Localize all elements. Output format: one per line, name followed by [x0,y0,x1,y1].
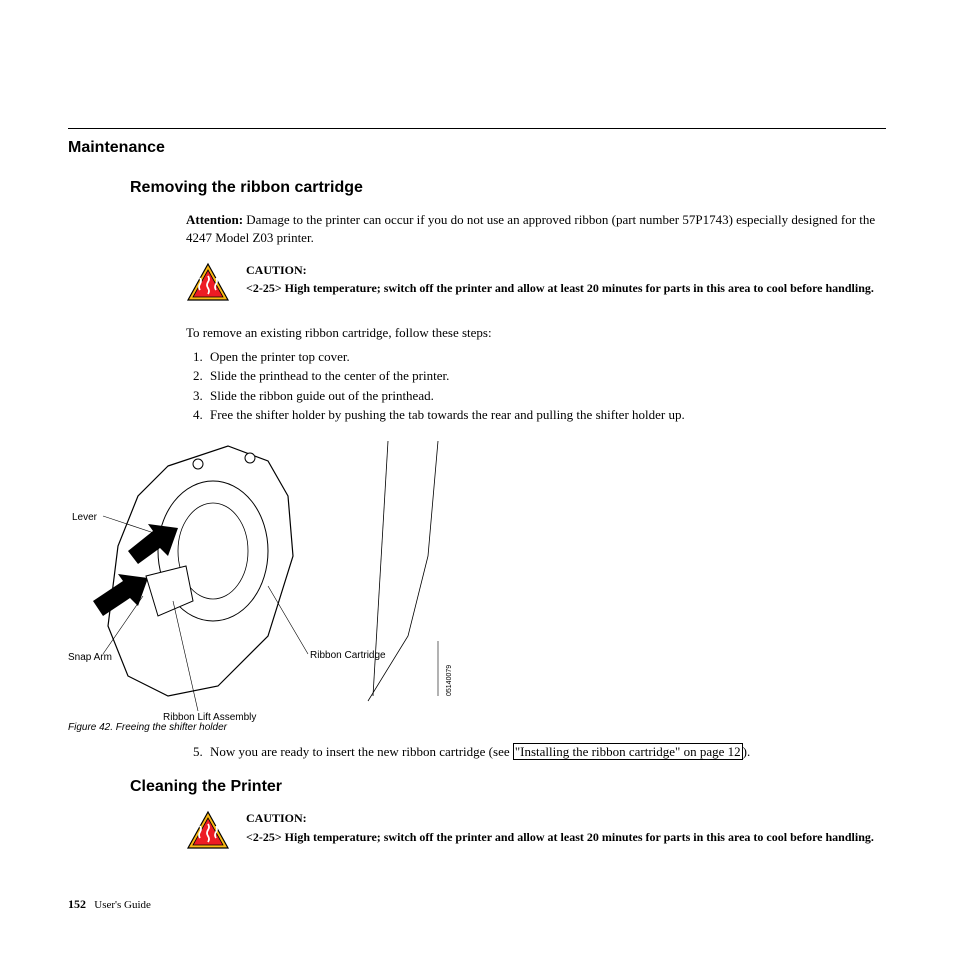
figure-caption: Figure 42. Freeing the shifter holder [68,722,886,733]
step-5-pre: Now you are ready to insert the new ribb… [210,744,513,759]
page-footer: 152 User's Guide [68,897,151,912]
caution-text-2: CAUTION: <2-25> High temperature; switch… [246,810,874,844]
step-5: Now you are ready to insert the new ribb… [206,743,886,761]
steps-list: Open the printer top cover. Slide the pr… [206,348,886,424]
caution-label: CAUTION: [246,262,874,278]
step-4: Free the shifter holder by pushing the t… [206,406,886,424]
label-ribbon-lift: Ribbon Lift Assembly [163,712,256,723]
step-5-post: ). [743,744,751,759]
caution-hot-icon-2 [186,810,230,850]
caution-text-1: CAUTION: <2-25> High temperature; switch… [246,262,874,296]
steps-list-cont: Now you are ready to insert the new ribb… [206,743,886,761]
step-3: Slide the ribbon guide out of the printh… [206,387,886,405]
caution-block-2: CAUTION: <2-25> High temperature; switch… [186,810,886,850]
caution-body: <2-25> High temperature; switch off the … [246,281,874,295]
footer-doc-title: User's Guide [94,899,151,911]
section-rule [68,128,886,129]
step-2: Slide the printhead to the center of the… [206,367,886,385]
section-heading: Maintenance [68,139,886,157]
subsection-heading-1: Removing the ribbon cartridge [130,179,886,197]
figure-42: Lever Snap Arm Ribbon Lift Assembly Ribb… [68,436,886,716]
installing-link[interactable]: "Installing the ribbon cartridge" on pag… [513,743,743,760]
step-1: Open the printer top cover. [206,348,886,366]
label-snap-arm: Snap Arm [68,652,112,663]
page-number: 152 [68,897,86,911]
caution-block-1: CAUTION: <2-25> High temperature; switch… [186,262,886,302]
figure-ref-number: 05140079 [446,665,453,696]
caution-body-2: <2-25> High temperature; switch off the … [246,830,874,844]
attention-label: Attention: [186,212,243,227]
attention-paragraph: Attention: Damage to the printer can occ… [186,211,886,246]
caution-label-2: CAUTION: [246,810,874,826]
steps-intro: To remove an existing ribbon cartridge, … [186,324,886,342]
label-ribbon-cartridge: Ribbon Cartridge [310,650,386,661]
caution-hot-icon [186,262,230,302]
label-lever: Lever [72,512,97,523]
diagram-svg [68,436,508,711]
subsection-heading-2: Cleaning the Printer [130,778,886,796]
attention-text: Damage to the printer can occur if you d… [186,212,875,245]
